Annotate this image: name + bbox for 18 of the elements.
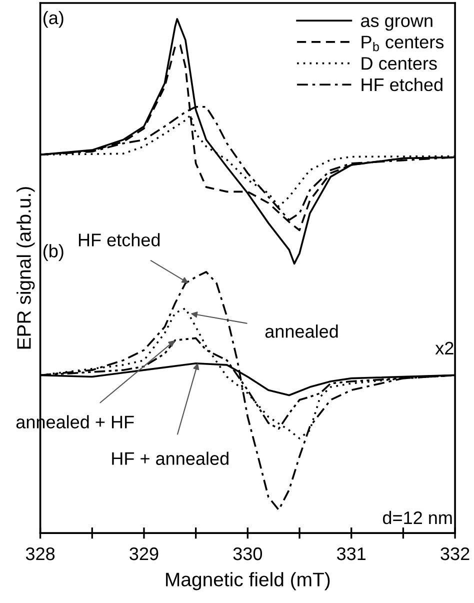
legend-label: as grown: [361, 17, 432, 31]
x-tick-label: 330: [233, 547, 262, 560]
x-tick-label: 328: [26, 547, 55, 560]
annotation: HF etched: [78, 233, 160, 246]
annotation: (b): [43, 244, 64, 262]
annotation: d=12 nm: [382, 510, 452, 524]
annotation: HF + annealed: [112, 452, 228, 465]
y-axis-title: EPR signal (arb.u.): [16, 187, 35, 349]
x-tick-label: 331: [336, 547, 366, 560]
x-axis-title: Magnetic field (mT): [166, 572, 330, 590]
annotation: annealed: [265, 324, 338, 338]
x-tick-label: 332: [440, 547, 470, 560]
annotation: (a): [43, 10, 64, 28]
legend-label: P$_{b}$ centers: [362, 36, 444, 52]
annotation: x2: [435, 342, 454, 354]
legend-label: D centers: [362, 57, 437, 70]
legend-label: HF etched: [362, 78, 442, 92]
x-tick-label: 329: [130, 547, 158, 560]
